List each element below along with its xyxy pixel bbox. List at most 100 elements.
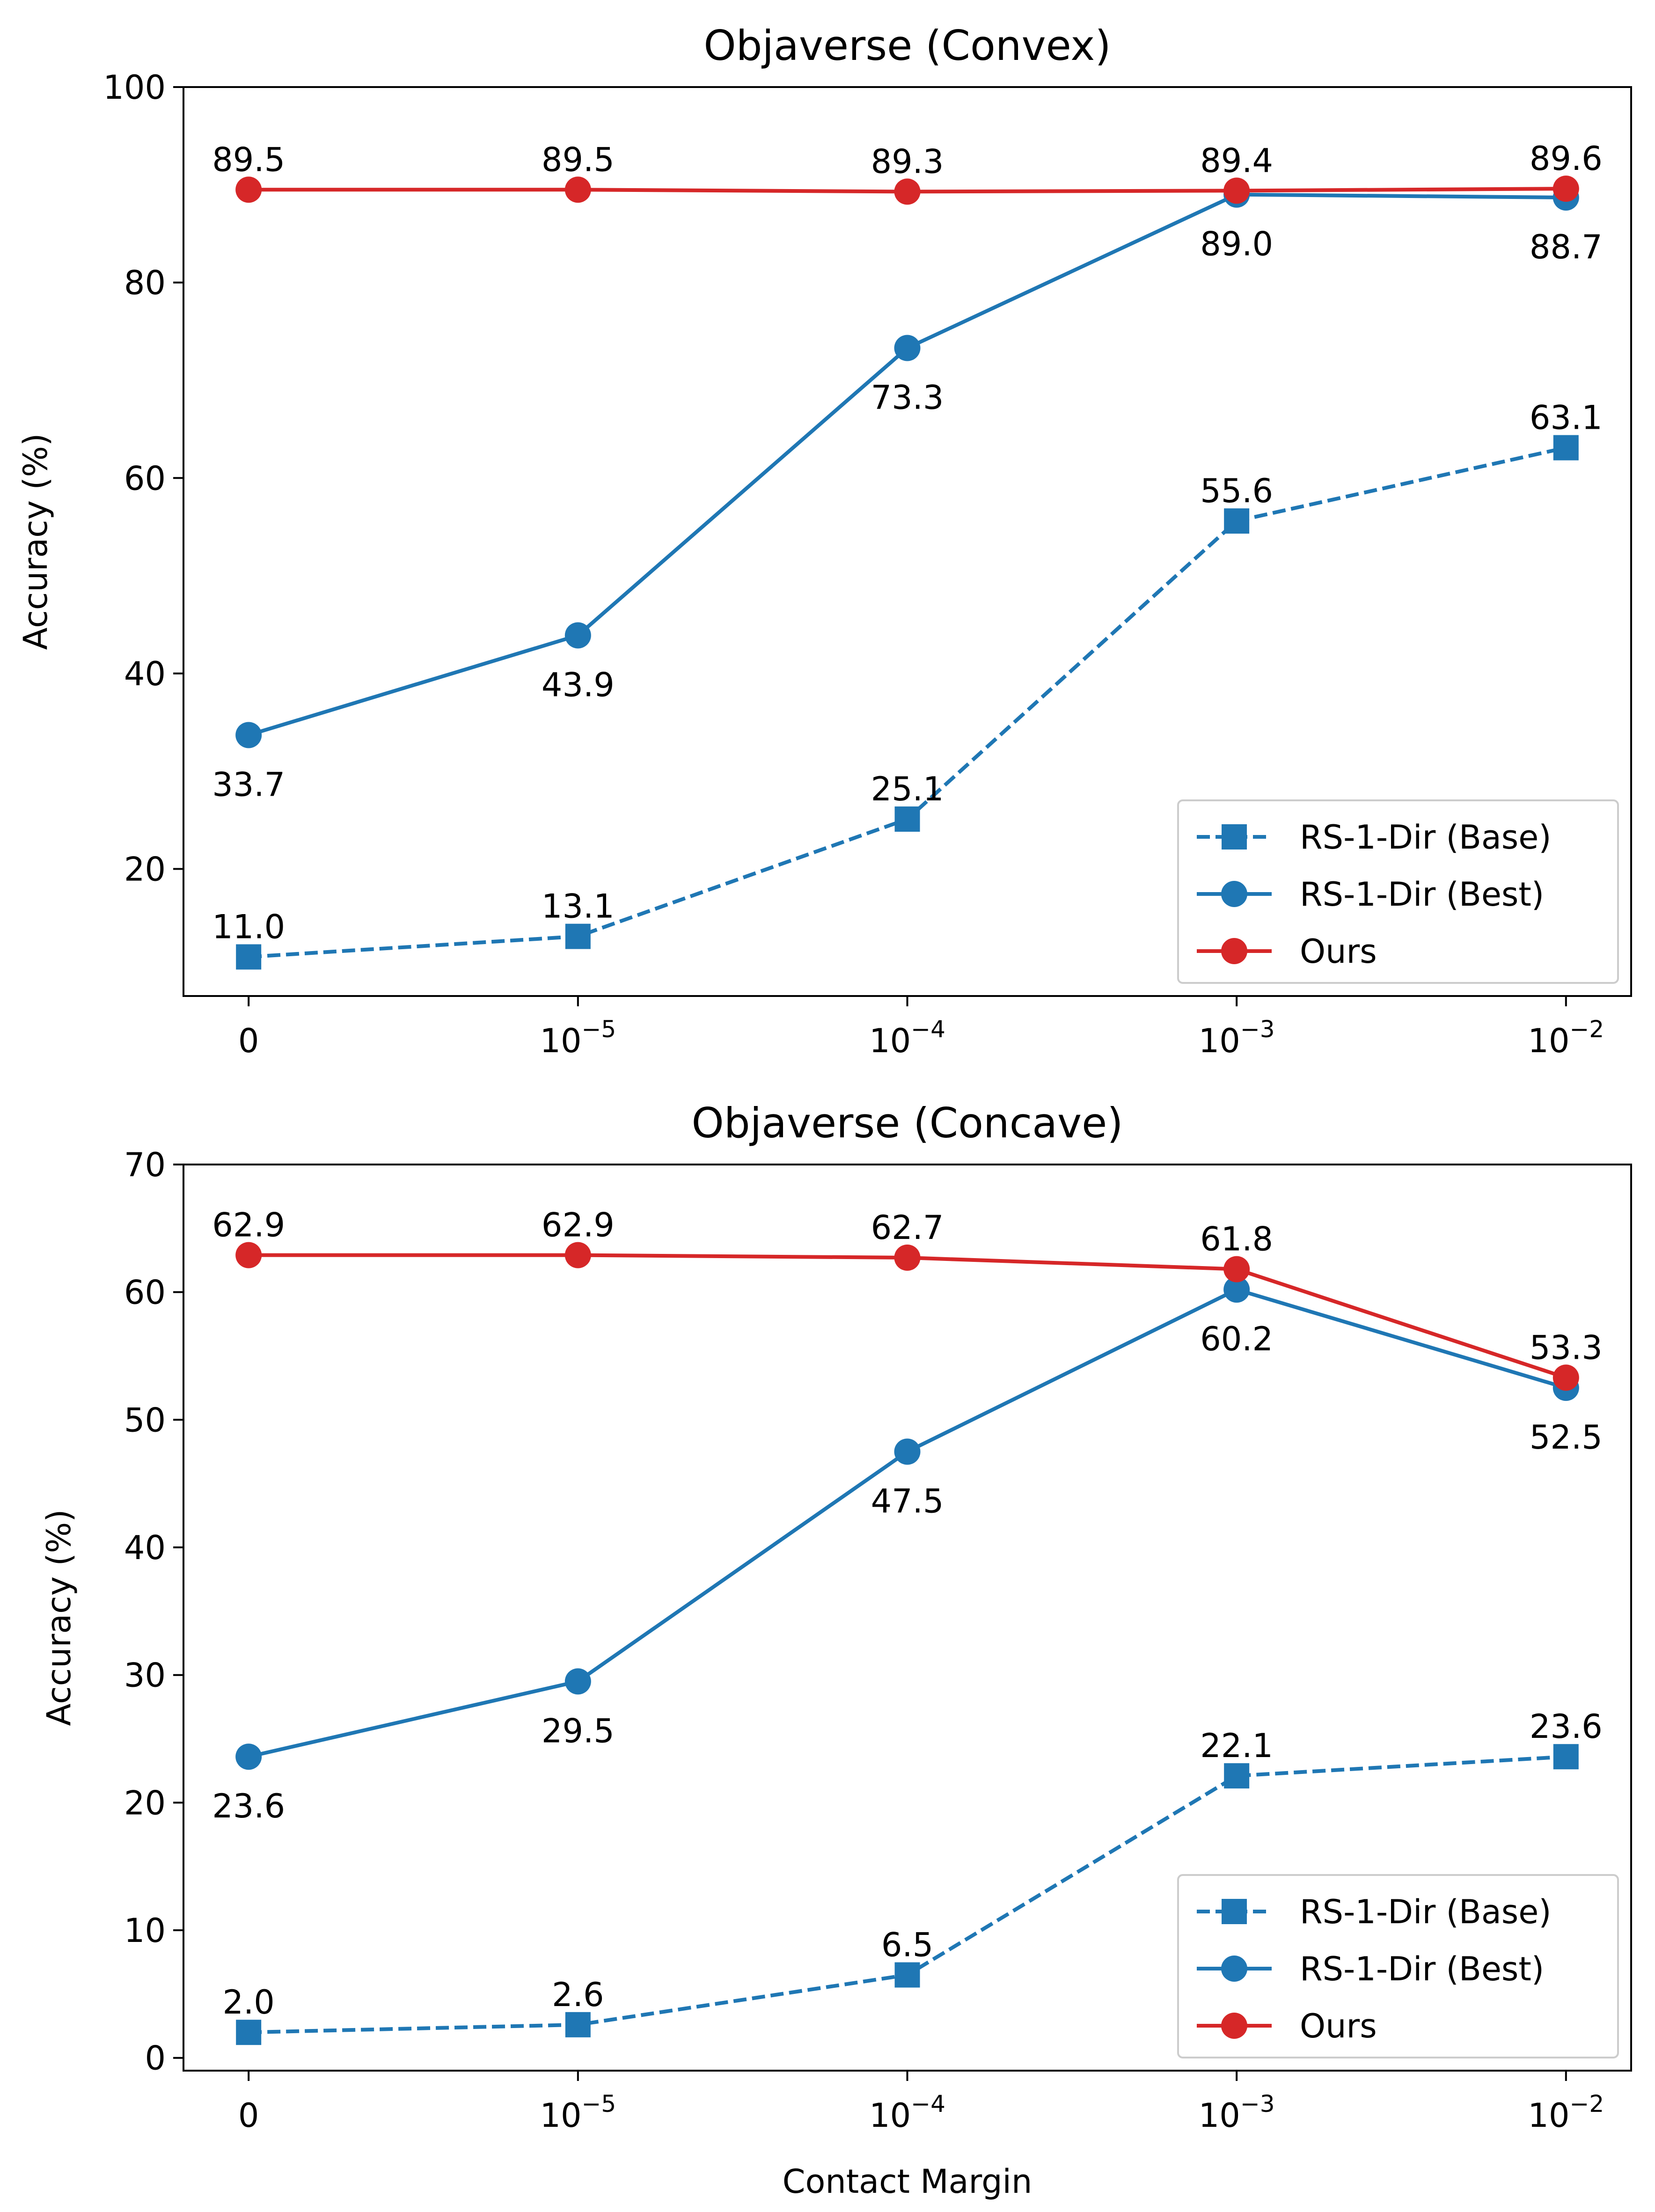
x-tick-label: 10−5: [540, 2090, 616, 2135]
data-point-circle: [894, 335, 921, 361]
legend-frame: [1177, 1874, 1619, 2058]
data-point-circle: [1223, 1276, 1250, 1303]
x-tick-exponent: −3: [1240, 2090, 1275, 2117]
data-point-square: [236, 2020, 262, 2045]
legend-marker-square: [1222, 824, 1247, 850]
legend-frame: [1177, 799, 1619, 984]
x-tick-exponent: −5: [582, 1016, 616, 1043]
data-label: 88.7: [1530, 228, 1603, 266]
x-tick-label: 10−2: [1528, 1016, 1604, 1060]
y-tick-label: 40: [124, 655, 166, 693]
data-label: 43.9: [542, 666, 615, 704]
x-tick-base: 10: [540, 1022, 581, 1060]
series-base: 2.0 2.6 6.5 22.1 23.6: [223, 1707, 1603, 2045]
data-point-square: [894, 806, 920, 832]
data-label: 25.1: [871, 770, 944, 808]
data-label: 61.8: [1200, 1220, 1273, 1259]
data-point-circle: [1552, 1364, 1579, 1391]
data-label: 89.6: [1530, 139, 1603, 178]
data-point-square: [1224, 1763, 1250, 1789]
legend-marker-circle: [1221, 1956, 1247, 1982]
data-label: 60.2: [1200, 1320, 1273, 1358]
data-label: 63.1: [1530, 399, 1603, 437]
y-tick-label: 40: [124, 1529, 166, 1567]
x-tick-exponent: −5: [582, 2090, 616, 2117]
data-point-square: [1553, 435, 1579, 461]
x-tick-base: 10: [1199, 2096, 1240, 2135]
data-label: 22.1: [1200, 1727, 1273, 1765]
x-tick-exponent: −2: [1569, 1016, 1604, 1043]
legend-entry: RS-1-Dir (Best): [1300, 875, 1544, 914]
x-tick-exponent: −3: [1240, 1016, 1275, 1043]
legend-marker-circle: [1221, 938, 1247, 964]
y-tick-label: 20: [124, 850, 166, 889]
data-label: 2.6: [552, 1976, 604, 2014]
data-point-circle: [894, 1245, 921, 1271]
x-tick-label: 0: [238, 1022, 259, 1060]
data-point-circle: [1552, 176, 1579, 202]
data-label: 62.9: [212, 1206, 285, 1245]
data-point-square: [1224, 508, 1250, 534]
y-tick-label: 50: [124, 1401, 166, 1439]
y-tick-label: 60: [124, 459, 166, 498]
chart-title: Objaverse (Concave): [691, 1099, 1123, 1147]
y-tick-label: 0: [145, 2039, 166, 2078]
data-label: 62.9: [542, 1206, 615, 1245]
data-point-circle: [235, 722, 262, 748]
legend-marker-circle: [1221, 881, 1247, 907]
legend-entry: Ours: [1300, 2007, 1377, 2045]
y-tick-label: 100: [103, 68, 166, 107]
x-tick-label: 10−2: [1528, 2090, 1604, 2135]
data-label: 89.5: [542, 140, 615, 179]
legend-entry: RS-1-Dir (Base): [1300, 1893, 1552, 1931]
y-tick-label: 30: [124, 1656, 166, 1695]
legend-entry: RS-1-Dir (Best): [1300, 1950, 1544, 1988]
series-line-best: [248, 192, 1566, 737]
y-axis-label: Accuracy (%): [16, 433, 55, 650]
data-label: 89.4: [1200, 141, 1273, 180]
y-tick-label: 80: [124, 264, 166, 302]
x-tick-label: 10−3: [1199, 1016, 1275, 1060]
data-label: 33.7: [212, 765, 285, 804]
data-label: 89.0: [1200, 225, 1273, 264]
data-point-circle: [564, 1668, 591, 1695]
x-tick-base: 10: [869, 1022, 911, 1060]
data-point-circle: [564, 1242, 591, 1268]
y-tick-label: 70: [124, 1146, 166, 1184]
data-label: 89.3: [871, 142, 944, 181]
data-label: 47.5: [871, 1482, 944, 1521]
x-tick-base: 0: [238, 2096, 259, 2135]
data-point-square: [565, 2012, 591, 2037]
data-label: 29.5: [542, 1712, 615, 1750]
data-label: 23.6: [1530, 1707, 1603, 1746]
x-tick-label: 10−4: [869, 2090, 945, 2135]
series-ours: 89.5 89.5 89.3 89.4 89.6: [212, 139, 1603, 205]
data-label: 53.3: [1530, 1328, 1603, 1367]
data-point-circle: [894, 1438, 921, 1465]
data-point-circle: [1223, 177, 1250, 204]
y-axis-label: Accuracy (%): [40, 1509, 78, 1726]
x-tick-exponent: −4: [911, 1016, 945, 1043]
x-tick-base: 10: [869, 2096, 911, 2135]
x-tick-label: 10−4: [869, 1016, 945, 1060]
x-axis-label: Contact Margin: [783, 2162, 1033, 2201]
data-label: 23.6: [212, 1787, 285, 1825]
x-tick-base: 10: [1528, 1022, 1569, 1060]
x-tick-base: 10: [1528, 2096, 1569, 2135]
data-label: 6.5: [881, 1926, 933, 1964]
chart-title: Objaverse (Convex): [703, 22, 1111, 70]
x-tick-exponent: −4: [911, 2090, 945, 2117]
series-base: 11.0 13.1 25.1 55.6 63.1: [212, 399, 1603, 970]
legend-marker-square: [1222, 1899, 1247, 1924]
x-tick-base: 0: [238, 1022, 259, 1060]
x-tick-label: 10−3: [1199, 2090, 1275, 2135]
data-point-circle: [235, 176, 262, 203]
data-point-circle: [1223, 1256, 1250, 1282]
data-point-circle: [235, 1242, 262, 1268]
series-best: 23.6 29.5 47.5 60.2 52.5: [212, 1276, 1603, 1825]
data-label: 73.3: [871, 379, 944, 417]
legend: RS-1-Dir (Base) RS-1-Dir (Best) Ours: [1177, 799, 1619, 984]
legend: RS-1-Dir (Base) RS-1-Dir (Best) Ours: [1177, 1874, 1619, 2058]
